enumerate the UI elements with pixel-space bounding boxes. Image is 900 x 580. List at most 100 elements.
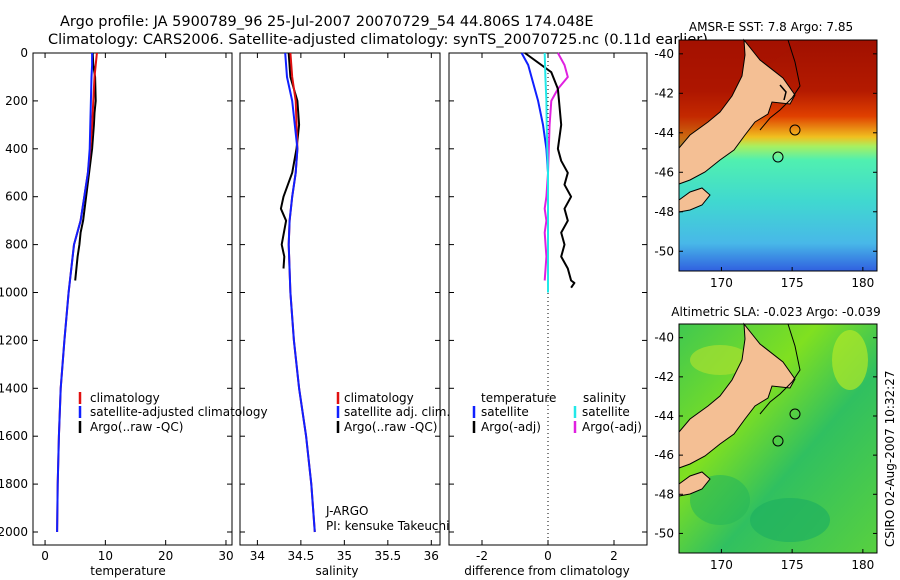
series-line-climatology xyxy=(287,52,316,533)
difference-axes-box xyxy=(448,52,648,546)
salinity-profile-panel: 34 34.5 35 35.5 36 salinity climatology sate… xyxy=(239,52,450,578)
sst-map-panel: AMSR-E SST: 7.8 Argo: 7.85 170 175 180 -40 -… xyxy=(654,20,878,290)
sst-warm-region xyxy=(679,40,800,170)
legend-label-climatology: climatology xyxy=(344,391,414,405)
difference-xlabel: difference from climatology xyxy=(464,564,630,578)
x-tick-label: 2 xyxy=(610,549,618,563)
sla-land-south xyxy=(678,471,711,497)
sla-blob xyxy=(832,330,868,390)
x-tick-label: 0 xyxy=(41,549,49,563)
project-label: J-ARGO xyxy=(325,504,368,518)
y-tick-label: 1000 xyxy=(0,286,28,300)
salinity-xlabel: salinity xyxy=(315,564,358,578)
x-tick-label: 175 xyxy=(781,276,804,290)
series-line-salinity-satellite xyxy=(543,52,549,293)
y-tick-label: 400 xyxy=(5,142,28,156)
series-line-argo-raw-qc- xyxy=(279,52,301,269)
y-tick-label: -42 xyxy=(654,86,674,100)
x-tick-label: 35.5 xyxy=(374,549,401,563)
x-tick-label: 170 xyxy=(710,276,733,290)
sla-map-title: Altimetric SLA: -0.023 Argo: -0.039 xyxy=(671,305,880,319)
sla-blob xyxy=(690,475,750,525)
y-tick-label: -50 xyxy=(654,526,674,540)
sst-eddy-contour xyxy=(789,124,801,136)
y-tick-label: -50 xyxy=(654,244,674,258)
x-tick-label: 175 xyxy=(781,558,804,572)
temperature-legend: climatology satellite-adjusted climatolo… xyxy=(78,391,268,434)
series-line-satellite-adjusted-climatology xyxy=(56,53,94,533)
y-tick-label: -44 xyxy=(654,126,674,140)
temperature-axes-box xyxy=(32,52,233,546)
sla-eddy-contour xyxy=(789,408,801,420)
x-tick-label: 30 xyxy=(218,549,233,563)
legend-label-argo: Argo(..raw -QC) xyxy=(90,420,183,434)
legend-label-sal-satellite: satellite xyxy=(582,405,630,419)
y-tick-label: 1600 xyxy=(0,429,28,443)
x-tick-label: 0 xyxy=(544,549,552,563)
x-tick-label: 10 xyxy=(98,549,113,563)
x-tick-label: 170 xyxy=(710,558,733,572)
legend-label-temp-argo: Argo(-adj) xyxy=(481,420,541,434)
temperature-profile-panel: 0 10 20 30 0 200 400 600 800 1000 1200 1400 1600 1800… xyxy=(0,46,268,578)
sst-coast-detail xyxy=(779,84,787,101)
x-tick-label: 35 xyxy=(337,549,352,563)
x-tick-label: 34.5 xyxy=(288,549,315,563)
difference-legend: temperature satellite Argo(-adj) salinit… xyxy=(472,391,642,434)
legend-title-salinity: salinity xyxy=(583,391,626,405)
y-tick-label: -40 xyxy=(654,47,674,61)
legend-label-climatology: climatology xyxy=(90,391,160,405)
x-tick-label: 34 xyxy=(250,549,265,563)
y-tick-label: -42 xyxy=(654,370,674,384)
sla-isobath xyxy=(759,323,801,415)
sla-map-panel: Altimetric SLA: -0.023 Argo: -0.039 170 1… xyxy=(654,305,880,572)
temperature-xlabel: temperature xyxy=(90,564,165,578)
credit-label: CSIRO 02-Aug-2007 10:32:27 xyxy=(883,371,897,547)
sla-blob xyxy=(690,345,750,375)
sla-axes-box xyxy=(678,323,878,554)
series-line-argo-raw-qc- xyxy=(74,52,97,281)
y-tick-label: 1200 xyxy=(0,333,28,347)
x-tick-label: -2 xyxy=(476,549,488,563)
y-tick-label: 1400 xyxy=(0,381,28,395)
sst-axes-box xyxy=(678,39,878,272)
difference-profile-panel: -2 0 2 difference from climatology tempera… xyxy=(448,52,648,578)
series-line-satellite-adj-clim- xyxy=(284,52,316,533)
legend-label-satellite: satellite adj. clim. xyxy=(344,405,450,419)
legend-label-argo: Argo(..raw -QC) xyxy=(344,420,437,434)
sla-blob xyxy=(750,498,830,542)
series-line-temperature-satellite xyxy=(520,52,549,293)
legend-label-satellite: satellite-adjusted climatology xyxy=(90,405,268,419)
y-tick-label: -46 xyxy=(654,165,674,179)
x-tick-label: 180 xyxy=(851,276,874,290)
y-tick-label: -48 xyxy=(654,205,674,219)
sst-argo-position-icon xyxy=(772,151,784,163)
salinity-legend: climatology satellite adj. clim. Argo(..… xyxy=(336,391,450,434)
x-tick-label: 36 xyxy=(424,549,439,563)
sla-land-north xyxy=(678,322,796,469)
y-tick-label: -48 xyxy=(654,487,674,501)
y-tick-label: 600 xyxy=(5,190,28,204)
legend-label-temp-satellite: satellite xyxy=(481,405,529,419)
sst-map-title: AMSR-E SST: 7.8 Argo: 7.85 xyxy=(689,20,853,34)
y-tick-label: 0 xyxy=(20,46,28,60)
y-tick-label: 200 xyxy=(5,94,28,108)
sst-land-north xyxy=(678,38,796,185)
x-tick-label: 180 xyxy=(851,558,874,572)
pi-label: PI: kensuke Takeuchi xyxy=(326,519,449,533)
y-tick-label: 1800 xyxy=(0,477,28,491)
series-line-temperature-argo-adj- xyxy=(524,52,576,289)
x-tick-label: 20 xyxy=(158,549,173,563)
y-tick-label: -44 xyxy=(654,409,674,423)
header-line-2: Climatology: CARS2006. Satellite-adjuste… xyxy=(48,32,708,48)
sst-isobath xyxy=(759,39,801,131)
y-tick-label: 2000 xyxy=(0,525,28,539)
y-tick-label: 800 xyxy=(5,238,28,252)
header-line-1: Argo profile: JA 5900789_96 25-Jul-2007 … xyxy=(60,14,594,30)
y-tick-label: -46 xyxy=(654,448,674,462)
salinity-axes-box xyxy=(239,52,441,546)
y-tick-label: -40 xyxy=(654,331,674,345)
legend-label-sal-argo: Argo(-adj) xyxy=(582,420,642,434)
sla-argo-position-icon xyxy=(772,435,784,447)
legend-title-temperature: temperature xyxy=(481,391,556,405)
